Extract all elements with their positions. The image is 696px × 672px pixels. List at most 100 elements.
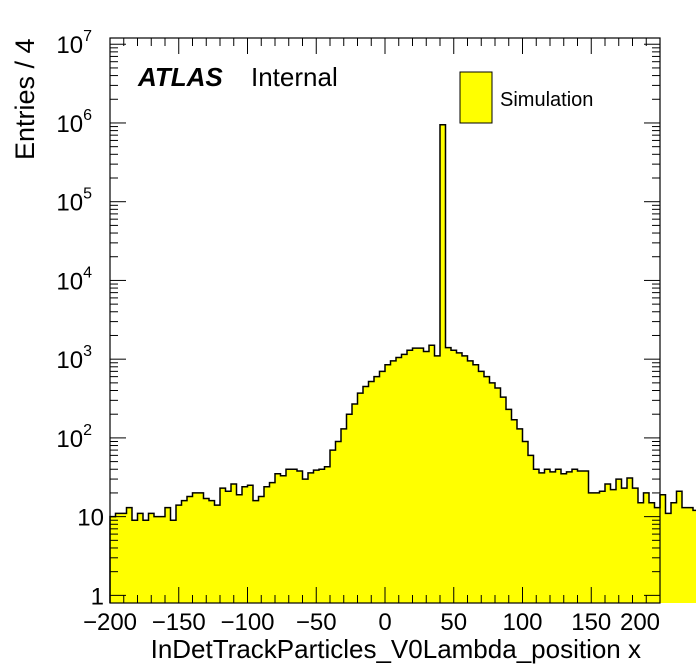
x-tick-label: −200	[83, 609, 137, 636]
histogram-bin	[528, 455, 534, 603]
histogram-bin	[132, 520, 138, 603]
histogram-bin	[544, 469, 551, 603]
histogram-bin	[462, 355, 468, 603]
histogram-bin	[594, 492, 600, 603]
histogram-bin	[313, 470, 320, 603]
y-tick-label: 107	[56, 28, 92, 59]
histogram-bin	[407, 350, 413, 603]
histogram-bin	[198, 492, 204, 603]
histogram-bin	[484, 376, 490, 603]
histogram-bin	[693, 510, 696, 603]
y-tick-label: 102	[56, 422, 92, 453]
histogram-bin	[643, 492, 650, 603]
histogram-bin	[616, 479, 622, 603]
legend-label: Simulation	[500, 89, 593, 111]
histogram-bin	[599, 491, 606, 603]
histogram-bin	[352, 403, 358, 603]
x-tick-label: −100	[220, 609, 274, 636]
histogram-bin	[236, 494, 243, 603]
histogram-bin	[231, 483, 237, 603]
histogram-bin	[429, 345, 435, 603]
histogram-bin	[203, 498, 210, 603]
histogram-bin	[385, 364, 391, 603]
x-tick-label: 0	[378, 609, 391, 636]
histogram-bin	[671, 502, 677, 603]
x-tick-label: −50	[296, 609, 337, 636]
histogram-bin	[280, 475, 287, 603]
x-tick-label: 150	[571, 609, 611, 636]
histogram-bin	[341, 428, 347, 603]
x-tick-label: 50	[440, 609, 467, 636]
histogram-bin	[660, 494, 666, 603]
histogram-bin	[500, 397, 507, 603]
histogram-bin	[115, 513, 122, 603]
histogram-bin	[286, 469, 292, 603]
histogram-bin	[297, 470, 303, 603]
histogram-bin	[176, 505, 182, 603]
histogram-bin	[555, 469, 562, 603]
histogram-bin	[396, 357, 402, 603]
x-tick-label: −150	[152, 609, 206, 636]
atlas-label: ATLAS	[137, 62, 223, 92]
histogram-bin	[148, 513, 155, 603]
histogram-bin	[423, 351, 430, 603]
histogram-bin	[649, 502, 655, 603]
histogram-bin	[220, 488, 226, 603]
histogram-bin	[577, 470, 584, 603]
x-tick-label: 100	[502, 609, 542, 636]
histogram-bin	[330, 450, 336, 603]
histogram-bin	[159, 516, 166, 603]
histogram-bin	[511, 419, 518, 603]
histogram-bin	[225, 491, 232, 603]
histogram-bin	[324, 466, 331, 603]
histogram-bin	[506, 409, 512, 603]
histogram-bin	[451, 350, 457, 603]
histogram-bin	[363, 386, 369, 603]
histogram-bin	[275, 473, 281, 603]
histogram-bin	[390, 360, 397, 603]
histogram-bin	[445, 347, 452, 603]
histogram-bin	[253, 500, 259, 603]
histogram-bin	[440, 124, 446, 603]
histogram-bin	[561, 473, 567, 603]
histogram-bin	[374, 376, 380, 603]
histogram-bin	[434, 355, 441, 603]
histogram-bin	[638, 502, 644, 603]
y-tick-label: 103	[56, 343, 92, 374]
histogram-bin	[192, 492, 199, 603]
legend-swatch	[459, 71, 493, 124]
histogram-bin	[627, 477, 633, 603]
histogram-bin	[346, 414, 353, 603]
histogram-bin	[258, 496, 265, 603]
histogram-bin	[473, 364, 479, 603]
histogram-bin	[610, 489, 617, 603]
histogram-bin	[302, 479, 309, 603]
y-tick-labels: 1 10 102 103 104 105 106 107	[56, 28, 104, 610]
histogram-bin	[478, 371, 485, 603]
histogram-bin	[682, 507, 688, 603]
histogram-bin	[456, 352, 463, 603]
histogram-bin	[181, 500, 188, 603]
histogram-bin	[319, 469, 325, 603]
histogram-bin	[137, 513, 144, 603]
y-axis-label: Entries / 4	[10, 38, 40, 160]
y-tick-label: 104	[56, 264, 92, 295]
histogram-bin	[110, 516, 116, 603]
histogram-bin	[291, 469, 298, 603]
plot-frame	[109, 37, 661, 604]
histogram-bin	[357, 393, 364, 603]
histogram-bin	[418, 348, 424, 603]
histogram-bin	[170, 520, 177, 603]
histogram-bin	[621, 488, 628, 603]
histogram-bin	[143, 520, 149, 603]
histogram-bin	[242, 486, 248, 603]
x-tick-labels: −200 −150 −100 −50 0 50 100 150 200	[83, 609, 660, 636]
histogram-bin	[517, 428, 523, 603]
histogram-bin	[214, 505, 221, 603]
histogram-bin	[401, 354, 408, 603]
histogram-bin	[588, 492, 595, 603]
histogram-bin	[269, 482, 276, 603]
histogram-bin	[379, 371, 386, 603]
histogram-bin	[632, 488, 639, 603]
